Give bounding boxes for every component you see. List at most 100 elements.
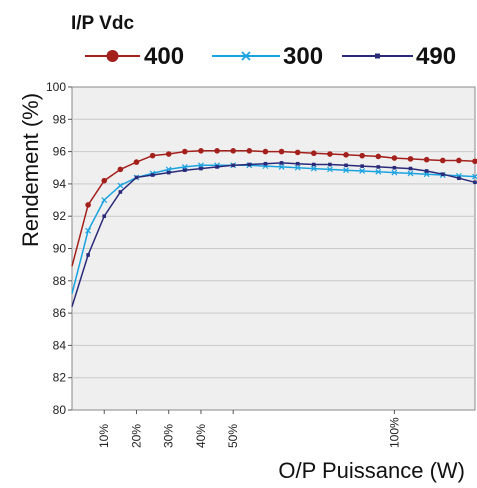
legend-title: I/P Vdc xyxy=(71,13,134,34)
data-point-490 xyxy=(102,214,107,218)
y-tick-label: 96 xyxy=(53,145,67,159)
data-point-400 xyxy=(230,147,236,154)
x-tick-label: 100% xyxy=(387,417,401,448)
legend-label: 300 xyxy=(283,43,323,70)
data-point-490 xyxy=(457,176,461,181)
legend-item-300: 300 xyxy=(212,43,323,70)
data-point-400 xyxy=(359,152,365,159)
data-point-400 xyxy=(294,149,301,156)
legend-marker-circle xyxy=(106,50,119,62)
x-axis-ticks: 10% 20% 30% 40% 50% 100% xyxy=(97,410,401,448)
data-point-300 xyxy=(391,169,398,176)
legend-marker-x xyxy=(241,51,251,61)
data-point-300 xyxy=(294,164,301,171)
y-tick-label: 100 xyxy=(46,80,66,94)
data-point-400 xyxy=(343,152,349,158)
data-point-490 xyxy=(231,163,235,168)
data-point-490 xyxy=(344,163,348,168)
data-point-490 xyxy=(440,172,445,177)
legend-label: 490 xyxy=(416,43,456,70)
data-point-490 xyxy=(86,253,90,257)
data-point-400 xyxy=(375,153,382,160)
y-tick-label: 98 xyxy=(53,112,67,126)
data-point-300 xyxy=(101,197,108,203)
series-400 xyxy=(71,147,477,267)
data-point-400 xyxy=(246,147,253,154)
y-tick-label: 88 xyxy=(53,274,67,288)
data-point-400 xyxy=(391,155,398,161)
data-point-300 xyxy=(310,165,317,172)
legend: 400 300 490 xyxy=(85,43,456,70)
y-tick-label: 92 xyxy=(53,209,67,223)
data-point-300 xyxy=(85,227,92,234)
x-tick-label: 40% xyxy=(194,424,208,448)
gridlines xyxy=(72,118,475,379)
data-point-400 xyxy=(165,151,172,157)
data-point-300 xyxy=(359,168,366,174)
data-point-490 xyxy=(150,173,155,177)
data-point-400 xyxy=(439,157,446,164)
data-point-400 xyxy=(423,156,430,163)
y-axis-ticks: 80 82 84 86 88 90 92 94 96 98 100 xyxy=(46,80,72,417)
y-tick-label: 80 xyxy=(53,403,67,417)
data-point-400 xyxy=(311,150,317,157)
y-tick-label: 82 xyxy=(53,371,67,385)
data-point-400 xyxy=(407,156,414,162)
data-point-490 xyxy=(376,165,381,169)
data-point-490 xyxy=(215,165,219,169)
data-point-490 xyxy=(312,162,316,167)
data-point-490 xyxy=(134,175,139,180)
data-point-400 xyxy=(327,151,333,157)
data-point-300 xyxy=(278,164,285,170)
series-490 xyxy=(71,161,477,307)
series-group xyxy=(71,147,477,307)
data-point-300 xyxy=(117,182,124,189)
data-point-400 xyxy=(182,148,188,155)
data-point-490 xyxy=(263,161,268,166)
data-point-300 xyxy=(375,168,382,175)
data-point-400 xyxy=(214,147,220,154)
x-axis-title: O/P Puissance (W) xyxy=(278,458,465,483)
series-line-490 xyxy=(71,162,476,307)
data-point-400 xyxy=(101,177,108,184)
y-axis-title: Rendement (%) xyxy=(18,93,43,247)
data-point-490 xyxy=(199,166,203,171)
data-point-300 xyxy=(326,166,333,173)
data-point-490 xyxy=(166,170,171,175)
data-point-400 xyxy=(278,148,285,155)
legend-item-490: 490 xyxy=(342,43,456,70)
y-tick-label: 84 xyxy=(53,338,67,352)
data-point-400 xyxy=(117,166,124,173)
data-point-490 xyxy=(118,190,123,194)
data-point-300 xyxy=(343,167,349,174)
legend-marker-square xyxy=(375,53,380,59)
data-point-490 xyxy=(408,166,413,171)
data-point-490 xyxy=(424,169,429,173)
x-tick-label: 20% xyxy=(129,424,143,448)
data-point-490 xyxy=(473,180,477,185)
data-point-490 xyxy=(247,162,252,167)
data-point-400 xyxy=(456,157,462,164)
legend-item-400: 400 xyxy=(85,43,184,70)
legend-label: 400 xyxy=(144,43,184,70)
data-point-400 xyxy=(149,152,156,159)
x-tick-label: 30% xyxy=(162,424,176,448)
data-point-400 xyxy=(85,202,91,208)
data-point-490 xyxy=(328,162,332,167)
y-tick-label: 94 xyxy=(53,177,67,191)
y-tick-label: 90 xyxy=(53,242,67,256)
data-point-300 xyxy=(407,170,414,177)
data-point-490 xyxy=(183,168,187,172)
x-tick-label: 10% xyxy=(97,424,111,448)
y-tick-label: 86 xyxy=(53,306,67,320)
data-point-400 xyxy=(133,159,140,165)
data-point-490 xyxy=(360,164,364,168)
x-tick-label: 50% xyxy=(226,424,240,448)
data-point-400 xyxy=(262,148,269,155)
data-point-400 xyxy=(198,147,204,154)
data-point-490 xyxy=(279,161,284,165)
data-point-490 xyxy=(392,165,397,170)
data-point-400 xyxy=(472,158,477,165)
data-point-490 xyxy=(295,161,300,166)
